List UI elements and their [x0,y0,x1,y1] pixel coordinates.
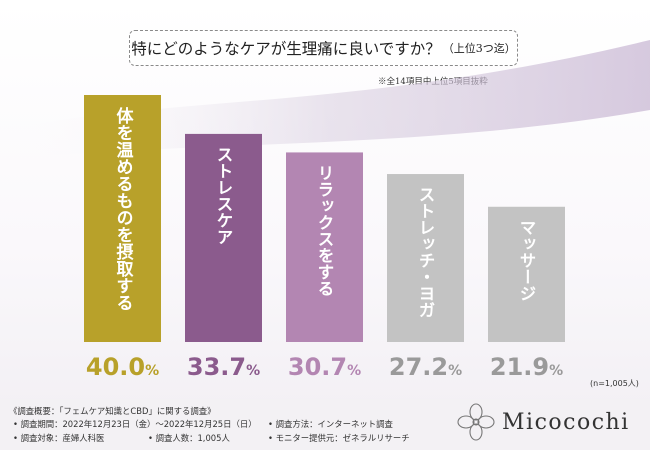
chart-title: 特にどのようなケアが生理痛に良いですか？ [131,40,441,58]
chart-subtitle: （上位3つ迄） [442,42,516,55]
survey-count: • 調査人数：1,005人 [148,433,230,443]
bar [84,95,161,342]
bar-value-label: 21.9% [490,353,563,381]
sample-size-note: (n=1,005人) [590,379,639,388]
brand-logo: Micocochi [456,402,630,442]
survey-provider: • モニター提供元：ゼネラルリサーチ [268,433,410,443]
bar-value-label: 33.7% [187,353,260,381]
bar-value-label: 27.2% [389,353,462,381]
survey-period: • 調査期間：2022年12月23日（金）～2022年12月25日（日） [13,419,257,429]
bar-value-label: 40.0% [86,353,159,381]
bar-category-label: ストレッチ・ヨガ [416,186,435,318]
background-swoosh [0,40,650,160]
survey-overview: 《調査概要：「フェムケア知識とCBD」に関する調査》 [9,406,216,416]
survey-method: • 調査方法：インターネット調査 [268,419,393,429]
brand-name: Micocochi [502,409,630,435]
bar [488,206,565,342]
survey-target: • 調査対象：産婦人科医 [13,433,105,443]
bar-category-label: リラックスをする [315,164,334,296]
bar [387,174,464,342]
bar [185,133,262,342]
bar-value-label: 30.7% [288,353,361,381]
survey-footer: 《調査概要：「フェムケア知識とCBD」に関する調査》 • 調査期間：2022年1… [0,399,650,450]
bar-category-label: ストレスケア [214,146,233,245]
bar-category-label: マッサージ [517,219,536,302]
bar-category-label: 体を温めるものを摂取する [113,106,134,311]
chart-title-box: 特にどのようなケアが生理痛に良いですか？ （上位3つ迄） [129,30,518,66]
brand-mark-icon [457,403,495,441]
bar [286,152,363,342]
